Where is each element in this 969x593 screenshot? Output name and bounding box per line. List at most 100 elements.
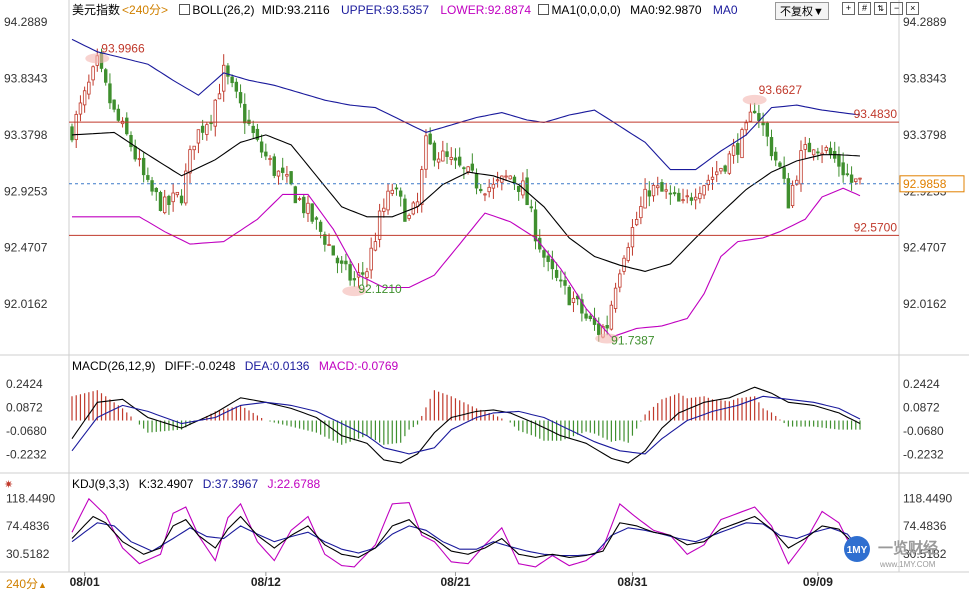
x-tick-4: 09/09 — [803, 575, 833, 589]
candle-80 — [407, 213, 411, 221]
candle-18 — [146, 167, 150, 183]
candle-67 — [352, 271, 357, 288]
candle-148 — [693, 188, 698, 210]
candle-151 — [706, 174, 710, 191]
y-tick-right-0: 92.0162 — [903, 297, 947, 311]
candle-177 — [816, 147, 820, 161]
candle-1 — [74, 110, 78, 149]
period-tag[interactable]: <240分> — [122, 3, 169, 17]
candle-19 — [150, 176, 154, 196]
candle-45 — [259, 134, 264, 158]
y-tick-right-4: 93.8343 — [903, 72, 947, 86]
kdj-y-tick-right-0: 30.5182 — [903, 547, 947, 561]
candle-145 — [681, 188, 685, 204]
candle-187 — [858, 177, 862, 185]
candle-17 — [141, 152, 146, 183]
candle-85 — [428, 127, 432, 146]
candle-116 — [559, 270, 563, 288]
candle-139 — [656, 176, 660, 196]
upper-label: UPPER:93.5357 — [340, 3, 430, 17]
candle-133 — [630, 219, 635, 256]
candle-161 — [748, 103, 753, 122]
candle-38 — [230, 74, 234, 88]
candle-48 — [272, 153, 276, 179]
swap-icon[interactable]: ⇅ — [874, 2, 888, 15]
boll-checkbox-icon[interactable] — [179, 4, 191, 15]
candle-52 — [289, 171, 293, 186]
x-tick-0: 08/01 — [70, 575, 100, 589]
grid-icon[interactable]: # — [858, 2, 872, 15]
candle-43 — [251, 120, 255, 139]
candle-106 — [516, 185, 521, 201]
candle-5 — [91, 65, 95, 86]
kdj-y-tick-left-0: 30.5182 — [6, 547, 50, 561]
candle-0 — [70, 123, 74, 143]
macd-y-tick-right-1: -0.0680 — [903, 424, 944, 438]
candle-39 — [234, 78, 239, 99]
candle-75 — [386, 183, 390, 215]
candle-51 — [285, 165, 289, 183]
candle-137 — [647, 181, 652, 207]
candle-153 — [715, 160, 719, 182]
boll-lower-line — [72, 187, 861, 338]
candle-93 — [462, 166, 466, 179]
candle-103 — [504, 169, 508, 181]
period-footer-label: 240分 — [6, 577, 39, 591]
ma0-name: MA0 — [712, 3, 738, 17]
boll-upper-line — [71, 38, 861, 171]
candle-179 — [824, 145, 828, 154]
candle-141 — [664, 182, 668, 199]
candle-152 — [710, 167, 715, 190]
diff-label: DIFF:-0.0248 — [164, 359, 236, 373]
zoom-in-icon[interactable]: + — [842, 2, 855, 15]
watermark: 1MY 一览财经 www.1MY.COM — [844, 536, 938, 569]
candle-92 — [457, 147, 462, 168]
period-footer-selector[interactable]: 240分▲ — [6, 577, 47, 592]
candle-129 — [613, 282, 618, 313]
candle-175 — [807, 138, 812, 153]
candle-66 — [348, 258, 352, 286]
candle-69 — [361, 262, 365, 286]
instrument-name: 美元指数 — [72, 3, 121, 17]
candle-54 — [297, 196, 302, 201]
macd-y-tick-right-2: 0.0872 — [903, 400, 940, 414]
candle-170 — [786, 172, 791, 209]
candle-149 — [698, 186, 702, 204]
candle-95 — [470, 153, 475, 174]
candle-128 — [609, 300, 614, 331]
candle-46 — [264, 143, 268, 161]
y-tick-left-0: 92.0162 — [4, 297, 48, 311]
kdj-settings-icon[interactable]: ✷ — [4, 479, 14, 491]
candle-84 — [424, 129, 428, 178]
candle-166 — [769, 129, 774, 161]
candle-142 — [668, 185, 673, 205]
candle-140 — [660, 179, 664, 192]
boll-label: BOLL(26,2) — [192, 3, 255, 17]
k-label: K:32.4907 — [138, 477, 194, 491]
candle-13 — [125, 112, 129, 136]
candle-118 — [567, 285, 571, 306]
marker-high-2-highlight — [742, 94, 767, 105]
candle-73 — [377, 203, 382, 248]
minimize-icon[interactable]: − — [890, 2, 904, 15]
candle-33 — [209, 114, 213, 131]
macd-y-tick-left-1: -0.0680 — [6, 424, 47, 438]
ma1-checkbox-icon[interactable] — [538, 4, 550, 15]
candle-70 — [365, 267, 369, 288]
close-icon[interactable]: × — [906, 2, 920, 15]
watermark-logo-text: 1MY — [847, 545, 868, 556]
candle-169 — [782, 156, 786, 185]
candle-64 — [339, 256, 344, 273]
kdj-y-tick-left-1: 74.4836 — [6, 519, 50, 533]
candle-65 — [344, 253, 348, 271]
candle-4 — [87, 74, 91, 100]
candle-9 — [108, 73, 112, 110]
watermark-url: www.1MY.COM — [879, 560, 936, 569]
candle-22 — [163, 189, 167, 215]
candle-55 — [302, 194, 306, 218]
candle-58 — [314, 216, 319, 230]
candle-34 — [213, 98, 217, 137]
candle-122 — [584, 308, 588, 321]
candle-121 — [580, 293, 584, 322]
price-adjust-select[interactable]: 不复权▼ — [775, 2, 829, 20]
